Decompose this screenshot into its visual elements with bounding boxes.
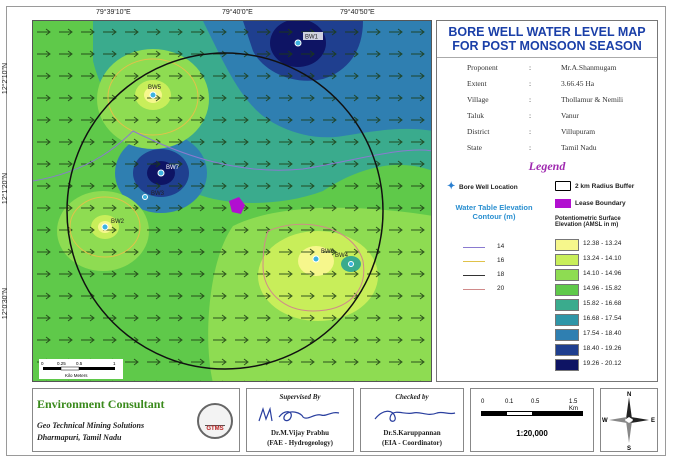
bore-well-bw3[interactable]: BW3 <box>142 191 165 200</box>
north-arrow-icon: N S E W <box>602 392 655 451</box>
contour-line-16 <box>107 58 199 136</box>
bore-well-label-bw4: BW4 <box>335 253 349 259</box>
lease-symbol-icon <box>555 199 571 208</box>
scale-ratio: 1:20,000 <box>516 429 548 438</box>
svg-text:Kilo Meters: Kilo Meters <box>65 373 88 378</box>
info-panel: BORE WELL WATER LEVEL MAP FOR POST MONSO… <box>436 20 658 382</box>
legend-surface-title: Potentiometric Surface Elevation (AMSL i… <box>555 216 621 228</box>
class-swatch-3 <box>555 269 579 281</box>
checker-signature <box>374 410 456 422</box>
map-sheet-frame <box>6 6 666 456</box>
legend-buffer: 2 km Radius Buffer <box>575 183 635 190</box>
svg-text:0.5: 0.5 <box>76 361 83 366</box>
contour-swatch-16 <box>463 261 485 262</box>
bore-well-bw1[interactable]: BW1 <box>294 32 323 47</box>
coord-top-1: 79°39'10"E <box>96 9 131 16</box>
legend-bore-well: Bore Well Location <box>459 184 518 191</box>
scale-box: 0 0.1 0.5 1.5 Km 1:20,000 <box>470 388 594 452</box>
checker-role: (EIA - Coordinator) <box>382 439 442 447</box>
legend-lease: Lease Boundary <box>575 200 626 207</box>
coord-left-2: 12°1'20"N <box>2 172 10 205</box>
svg-text:1: 1 <box>113 361 116 366</box>
footer-strip: Environment Consultant Geo Technical Min… <box>32 388 658 452</box>
supervisor-role: (FAE - Hydrogeology) <box>267 439 333 447</box>
gtms-logo-icon: GTMS <box>197 403 233 439</box>
consultant-title: Environment Consultant <box>37 397 165 411</box>
bore-well-bw4[interactable]: BW4 <box>335 253 354 267</box>
map-scale-bar: 0 0.25 0.5 1 Kilo Meters <box>39 359 123 379</box>
legend-contour-title: Water Table Elevation Contour (m) <box>455 203 533 221</box>
svg-text:0: 0 <box>41 361 44 366</box>
checker-box: Checked by Dr.S.Karuppannan (EIA - Coord… <box>360 388 464 452</box>
svg-text:W: W <box>602 418 608 424</box>
buffer-symbol-icon <box>555 181 571 191</box>
consultant-line-2: Dharmapuri, Tamil Nadu <box>37 433 122 442</box>
svg-text:S: S <box>627 446 631 451</box>
buffer-2km-circle <box>66 52 384 370</box>
north-arrow-box: N S E W <box>600 388 658 452</box>
consultant-line-1: Geo Technical Mining Solutions <box>37 421 145 430</box>
supervised-label: Supervised By <box>279 393 321 401</box>
bore-well-label-bw5: BW5 <box>148 85 162 91</box>
class-swatch-2 <box>555 254 579 266</box>
contour-swatch-14 <box>463 247 485 248</box>
contour-swatch-20 <box>463 289 485 290</box>
checked-label: Checked by <box>395 393 429 401</box>
coord-top-3: 79°40'50"E <box>340 9 375 16</box>
bore-well-label-bw3: BW3 <box>151 191 165 197</box>
bore-well-label-bw2: BW2 <box>111 219 125 225</box>
svg-text:0.25: 0.25 <box>57 361 66 366</box>
supervisor-name: Dr.M.Vijay Prabhu <box>270 429 329 437</box>
checker-name: Dr.S.Karuppannan <box>383 429 441 437</box>
svg-text:N: N <box>627 392 631 398</box>
coord-top-2: 79°40'0"E <box>222 9 253 16</box>
bore-well-label-bw6: BW6 <box>321 249 335 255</box>
class-swatch-5 <box>555 299 579 311</box>
bore-well-label-bw1: BW1 <box>305 35 319 41</box>
bore-well-bw5[interactable]: BW5 <box>148 85 162 99</box>
class-swatch-1 <box>555 239 579 251</box>
map-canvas[interactable]: BW1 BW2 BW3 BW4 BW5 BW6 BW7 <box>32 20 432 382</box>
svg-text:E: E <box>651 418 655 424</box>
bore-well-symbol-icon: ✦ <box>447 181 456 192</box>
map-svg: BW1 BW2 BW3 BW4 BW5 BW6 BW7 <box>33 21 431 381</box>
contour-line-20 <box>262 223 365 312</box>
class-swatch-7 <box>555 329 579 341</box>
bore-well-bw2[interactable]: BW2 <box>101 219 125 231</box>
class-swatch-9 <box>555 359 579 371</box>
coord-left-1: 12°2'10"N <box>2 62 10 95</box>
consultant-box: Environment Consultant Geo Technical Min… <box>32 388 240 452</box>
bore-well-bw6[interactable]: BW6 <box>312 249 335 263</box>
bore-well-label-bw7: BW7 <box>166 165 180 171</box>
scale-bar <box>481 411 583 416</box>
contour-swatch-18 <box>463 275 485 276</box>
class-swatch-4 <box>555 284 579 296</box>
class-swatch-8 <box>555 344 579 356</box>
lease-boundary[interactable] <box>229 197 245 214</box>
supervisor-signature <box>258 406 340 422</box>
class-swatch-6 <box>555 314 579 326</box>
supervisor-box: Supervised By Dr.M.Vijay Prabhu (FAE - H… <box>246 388 354 452</box>
coord-left-3: 12°0'30"N <box>2 287 10 320</box>
bore-well-bw7[interactable]: BW7 <box>157 165 180 177</box>
map-title: BORE WELL WATER LEVEL MAP FOR POST MONSO… <box>448 25 646 53</box>
legend-title: Legend <box>528 159 566 173</box>
